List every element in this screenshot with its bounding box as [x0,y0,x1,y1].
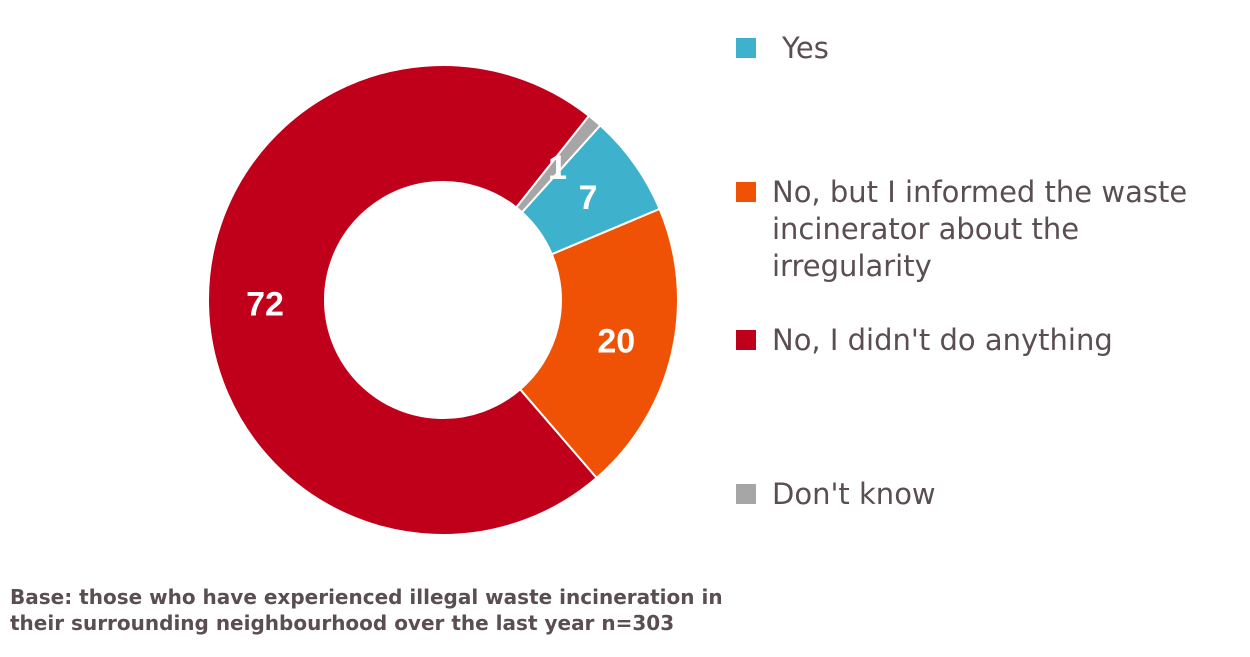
base-note: Base: those who have experienced illegal… [10,585,723,635]
legend-swatch-dont-know [736,484,756,504]
legend-item-informed: No, but I informed the waste incinerator… [736,174,1216,285]
legend-label-informed: No, but I informed the waste incinerator… [772,175,1188,283]
slice-nothing [207,64,598,536]
legend-label-yes: Yes [782,31,829,65]
legend-swatch-yes [736,38,756,58]
legend-swatch-informed [736,182,756,202]
slice-label-yes: 7 [579,179,598,217]
legend-item-yes: Yes [736,30,829,67]
legend-item-dont-know: Don't know [736,476,936,513]
legend-label-nothing: No, I didn't do anything [772,323,1113,357]
donut-chart: 7 20 72 1 [207,64,679,536]
slice-informed [518,207,679,480]
legend-swatch-nothing [736,330,756,350]
legend-label-dont-know: Don't know [772,477,936,511]
slice-dont-know [514,114,602,214]
slice-label-dont-know: 1 [548,149,567,187]
slice-label-informed: 20 [597,323,635,361]
slice-label-nothing: 72 [246,286,284,324]
legend-item-nothing: No, I didn't do anything [736,322,1113,359]
